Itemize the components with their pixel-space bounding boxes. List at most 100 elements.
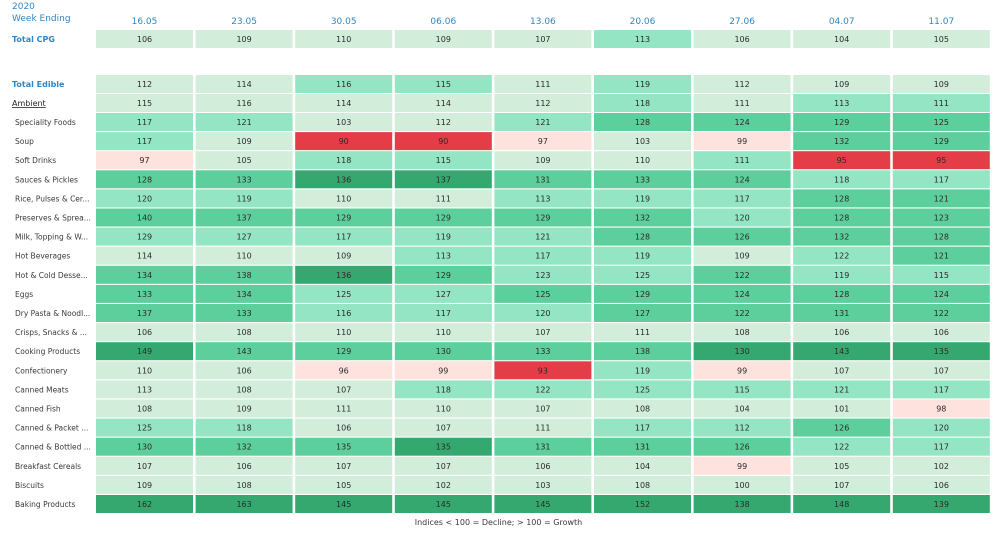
- cell-value: 107: [535, 328, 550, 337]
- cell-value: 134: [236, 290, 251, 299]
- cell-value: 102: [934, 462, 949, 471]
- cell-value: 111: [436, 194, 451, 203]
- cell-value: 108: [734, 328, 749, 337]
- column-header-30-05: 30.05: [331, 17, 357, 27]
- cell-value: 108: [236, 328, 251, 337]
- cell-value: 107: [137, 462, 152, 471]
- cell-value: 96: [339, 366, 349, 375]
- cell-value: 107: [436, 462, 451, 471]
- heatmap-cell: [96, 170, 193, 189]
- cell-value: 106: [834, 328, 849, 337]
- cell-value: 110: [336, 328, 351, 337]
- heatmap-cell: [195, 30, 293, 48]
- cell-value: 109: [734, 252, 749, 261]
- heatmap-cell: [594, 456, 691, 475]
- heatmap-cell: [96, 323, 193, 342]
- heatmap-cell: [892, 132, 990, 151]
- heatmap-cell: [295, 132, 393, 151]
- heatmap-cell: [594, 75, 691, 93]
- cell-value: 105: [934, 35, 949, 44]
- heatmap-cell: [594, 208, 691, 227]
- cell-value: 114: [436, 99, 451, 108]
- heatmap-cell: [96, 227, 193, 246]
- row-label-confectionery: Confectionery: [15, 366, 68, 375]
- row-label-sauces-pickles: Sauces & Pickles: [15, 175, 78, 184]
- cell-value: 128: [137, 175, 152, 184]
- cell-value: 127: [436, 290, 451, 299]
- heatmap-cell: [594, 495, 691, 513]
- row-label-canned-bottled: Canned & Bottled ...: [15, 443, 91, 452]
- row-label-soft-drinks: Soft Drinks: [15, 156, 56, 165]
- heatmap-cell: [892, 113, 990, 131]
- cell-value: 106: [236, 366, 251, 375]
- cell-value: 106: [336, 424, 351, 433]
- heatmap-cell: [394, 94, 492, 112]
- heatmap-cell: [793, 227, 891, 246]
- row-label-canned-packet: Canned & Packet ...: [15, 424, 88, 433]
- cell-value: 124: [734, 290, 749, 299]
- heatmap-cell: [892, 246, 990, 265]
- heatmap-cell: [96, 361, 193, 380]
- cell-value: 129: [535, 214, 550, 223]
- heatmap-cell: [195, 189, 293, 208]
- heatmap-cell: [693, 304, 791, 322]
- cell-value: 120: [137, 194, 152, 203]
- heatmap-cell: [793, 437, 891, 456]
- cell-value: 110: [436, 405, 451, 414]
- heatmap-cell: [494, 456, 592, 475]
- heatmap-cell: [594, 475, 691, 494]
- cell-value: 162: [137, 500, 152, 509]
- cell-value: 122: [535, 385, 550, 394]
- cell-value: 145: [436, 500, 451, 509]
- cell-value: 111: [336, 405, 351, 414]
- cell-value: 106: [934, 328, 949, 337]
- cell-value: 90: [438, 137, 448, 146]
- cell-value: 113: [635, 35, 650, 44]
- cell-value: 115: [436, 156, 451, 165]
- cell-value: 128: [834, 214, 849, 223]
- heatmap-cell: [394, 361, 492, 380]
- cell-value: 113: [834, 99, 849, 108]
- cell-value: 95: [936, 156, 946, 165]
- heatmap-cell: [195, 151, 293, 170]
- cell-value: 126: [734, 233, 749, 242]
- heatmap-cell: [693, 132, 791, 151]
- heatmap-cell: [96, 399, 193, 418]
- heatmap-cell: [96, 418, 193, 437]
- heatmap-cell: [793, 75, 891, 93]
- heatmap-cell: [594, 94, 691, 112]
- cell-value: 114: [336, 99, 351, 108]
- heatmap-cell: [295, 151, 393, 170]
- heatmap-cell: [693, 75, 791, 93]
- heatmap-cell: [494, 94, 592, 112]
- heatmap-cell: [793, 132, 891, 151]
- row-label-eggs: Eggs: [15, 290, 33, 299]
- cell-value: 119: [635, 194, 650, 203]
- heatmap-cell: [195, 170, 293, 189]
- cell-value: 132: [834, 233, 849, 242]
- heatmap-cell: [96, 246, 193, 265]
- heatmap-cell: [96, 495, 193, 513]
- heatmap-cell: [693, 151, 791, 170]
- cell-value: 122: [734, 271, 749, 280]
- heatmap-cell: [494, 380, 592, 399]
- cell-value: 109: [436, 35, 451, 44]
- cell-value: 129: [137, 233, 152, 242]
- column-header-20-06: 20.06: [630, 17, 656, 27]
- cell-value: 137: [137, 309, 152, 318]
- heatmap-cell: [494, 495, 592, 513]
- heatmap-cell: [195, 437, 293, 456]
- cell-value: 106: [137, 35, 152, 44]
- cell-value: 99: [438, 366, 448, 375]
- heatmap-cell: [96, 113, 193, 131]
- cell-value: 111: [934, 99, 949, 108]
- heatmap-cell: [793, 495, 891, 513]
- heatmap-cell: [494, 113, 592, 131]
- column-header-13-06: 13.06: [530, 17, 556, 27]
- heatmap-cell: [394, 475, 492, 494]
- heatmap-cell: [494, 246, 592, 265]
- cell-value: 109: [137, 481, 152, 490]
- heatmap-cell: [594, 342, 691, 361]
- cell-value: 114: [137, 252, 152, 261]
- heatmap-cell: [892, 284, 990, 303]
